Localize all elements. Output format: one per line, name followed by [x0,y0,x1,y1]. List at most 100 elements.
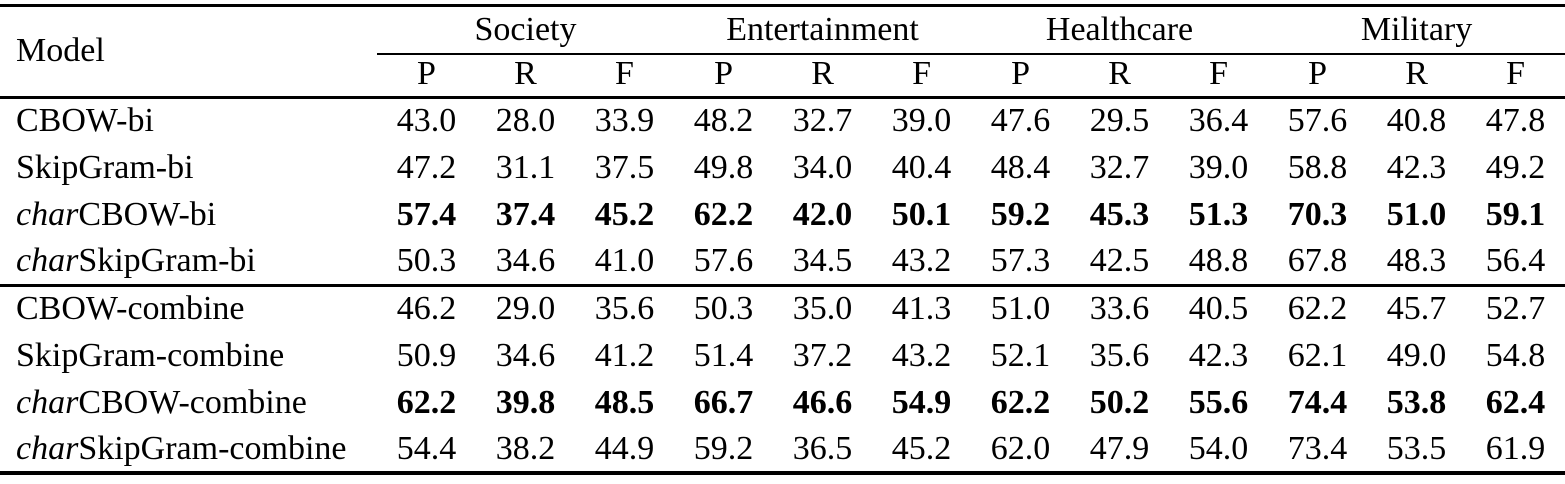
value-cell: 32.7 [1089,148,1150,186]
value-cell: 41.3 [872,283,972,332]
value-cell: 70.3 [1287,195,1348,233]
model-name: SkipGram-bi [0,144,377,191]
value-cell: 37.4 [495,195,556,233]
value-cell: 34.5 [792,241,853,279]
value-cell: 54.9 [891,383,952,421]
model-name-text: SkipGram-bi [16,148,194,186]
table-row: charCBOW-combine 62.2 39.8 48.5 66.7 46.6 54.9… [0,379,1565,426]
model-name: CBOW-bi [0,97,377,144]
table-body: CBOW-bi 43.0 28.0 33.9 48.2 32.7 39.0 47.6 29.5 3… [0,97,1565,473]
model-name-text: CBOW-combine [16,290,245,328]
value-cell: 46.6 [792,383,853,421]
value-cell: 47.8 [1485,102,1546,140]
model-name-italic-prefix: char [16,195,79,233]
model-name-text: SkipGram-combine [16,336,285,374]
model-name: charSkipGram-bi [0,238,377,285]
model-column-header: Model [0,5,377,99]
value-cell: 62.2 [693,195,754,233]
value-cell: 39.0 [1188,148,1249,186]
value-cell: 52.1 [990,336,1051,374]
metric-header-p-military: P [1268,53,1368,99]
value-cell: 50.3 [674,283,774,332]
value-cell: 34.6 [495,241,556,279]
value-cell: 41.0 [594,241,655,279]
value-cell: 62.2 [1268,283,1368,332]
value-cell: 48.3 [1386,241,1447,279]
group-header-healthcare: Healthcare [971,5,1269,55]
model-name-italic-prefix: char [16,429,79,467]
value-cell: 57.6 [1287,102,1348,140]
value-cell: 47.6 [990,102,1051,140]
model-name-text: CBOW-bi [16,102,154,140]
value-cell: 51.0 [971,283,1071,332]
model-name-italic-prefix: char [16,383,79,421]
value-cell: 59.2 [990,195,1051,233]
value-cell: 50.1 [891,195,952,233]
value-cell: 37.2 [792,336,853,374]
value-cell: 57.3 [990,241,1051,279]
value-cell: 50.3 [396,241,457,279]
metric-header-p-society: P [377,53,476,99]
model-name: charCBOW-bi [0,191,377,238]
model-name-italic-prefix: char [16,241,79,279]
value-cell: 55.6 [1188,383,1249,421]
value-cell: 53.8 [1386,383,1447,421]
value-cell: 42.0 [792,195,853,233]
value-cell: 37.5 [594,148,655,186]
metric-header-p-entertainment: P [674,53,774,99]
model-name: charSkipGram-combine [0,426,377,473]
metric-header-f-entertainment: F [872,53,972,99]
value-cell: 61.9 [1485,429,1546,467]
value-cell: 35.0 [773,283,873,332]
value-cell: 49.8 [693,148,754,186]
metric-header-r-society: R [476,53,575,99]
value-cell: 62.2 [396,383,457,421]
value-cell: 45.2 [891,429,952,467]
value-cell: 42.3 [1386,148,1447,186]
value-cell: 62.0 [990,429,1051,467]
value-cell: 74.4 [1287,383,1348,421]
value-cell: 45.2 [594,195,655,233]
value-cell: 48.5 [594,383,655,421]
value-cell: 67.8 [1287,241,1348,279]
group-header-society: Society [377,5,675,55]
value-cell: 40.5 [1169,283,1269,332]
value-cell: 52.7 [1466,283,1565,332]
value-cell: 51.3 [1188,195,1249,233]
value-cell: 42.5 [1089,241,1150,279]
value-cell: 49.0 [1386,336,1447,374]
value-cell: 56.4 [1485,241,1546,279]
model-name-text: CBOW-bi [78,195,217,233]
value-cell: 35.6 [575,283,675,332]
value-cell: 39.8 [495,383,556,421]
table-row: SkipGram-combine 50.9 34.6 41.2 51.4 37.2 43.2… [0,332,1565,379]
value-cell: 62.2 [990,383,1051,421]
value-cell: 50.2 [1089,383,1150,421]
value-cell: 40.8 [1386,102,1447,140]
value-cell: 44.9 [594,429,655,467]
metric-header-f-healthcare: F [1169,53,1269,99]
value-cell: 59.1 [1485,195,1546,233]
value-cell: 45.7 [1367,283,1467,332]
model-name-text: SkipGram-bi [78,241,256,279]
table-row: charSkipGram-bi 50.3 34.6 41.0 57.6 34.5 43.2 5… [0,238,1565,285]
value-cell: 62.1 [1287,336,1348,374]
value-cell: 54.0 [1188,429,1249,467]
value-cell: 53.5 [1386,429,1447,467]
value-cell: 34.0 [792,148,853,186]
value-cell: 33.6 [1070,283,1170,332]
value-cell: 36.4 [1188,102,1249,140]
group-header-military: Military [1268,5,1565,55]
value-cell: 32.7 [792,102,853,140]
model-name: CBOW-combine [0,283,377,332]
value-cell: 46.2 [377,283,476,332]
value-cell: 48.2 [693,102,754,140]
value-cell: 47.9 [1089,429,1150,467]
metric-header-f-society: F [575,53,675,99]
value-cell: 43.2 [891,336,952,374]
value-cell: 58.8 [1287,148,1348,186]
value-cell: 48.8 [1188,241,1249,279]
value-cell: 54.4 [396,429,457,467]
